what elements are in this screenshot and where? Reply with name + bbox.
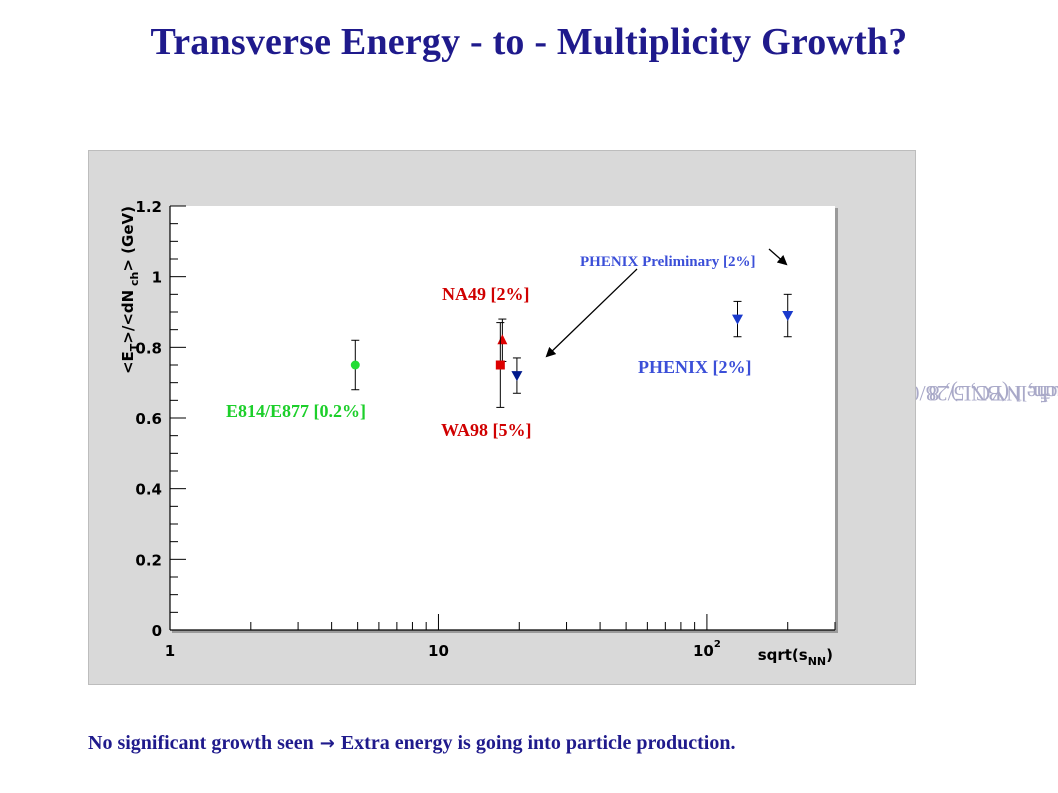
conclusion-part2: Extra energy is going into particle prod… bbox=[340, 732, 736, 754]
point-wa98-5-marker bbox=[495, 360, 505, 370]
point-phenix-preliminary-2-marker bbox=[511, 371, 523, 382]
chart-frame: 0 0.2 0.4 0.6 0.8 1 1.2 1 10 102 sqrt(sNN) <ET>/<dN… bbox=[88, 150, 916, 685]
plot-shadow-right bbox=[835, 208, 838, 633]
y-tick-label: 0.8 bbox=[135, 339, 162, 357]
label-na49-2: NA49 [2%] bbox=[442, 284, 530, 304]
conclusion-text: No significant growth seen → Extra energy … bbox=[88, 732, 988, 755]
point-phenix-2-marker bbox=[782, 311, 794, 322]
arrow-right-icon: → bbox=[319, 733, 335, 754]
y-tick-label: 1 bbox=[152, 269, 162, 287]
plot-area bbox=[170, 206, 835, 630]
label-e814-e877-0-2: E814/E877 [0.2%] bbox=[226, 401, 366, 421]
y-tick-label: 1.2 bbox=[135, 198, 162, 216]
x-tick-label: 10 bbox=[428, 642, 449, 660]
y-tick-label: 0.6 bbox=[135, 410, 162, 428]
arrow-to-phenix bbox=[768, 248, 788, 266]
plot-shadow-bottom bbox=[172, 630, 837, 633]
conclusion-part1: No significant growth seen bbox=[88, 732, 314, 754]
label-phenix-preliminary-2: PHENIX Preliminary [2%] bbox=[580, 254, 756, 270]
slide-title: Transverse Energy - to - Multiplicity Gr… bbox=[150, 21, 908, 63]
arrow-to-phenix-preliminary bbox=[545, 268, 638, 358]
label-wa98-5: WA98 [5%] bbox=[441, 420, 532, 440]
y-axis-title: <ET>/<dN ch> (GeV) bbox=[119, 206, 141, 374]
chart: 0 0.2 0.4 0.6 0.8 1 1.2 1 10 102 sqrt(sNN) <ET>/<dN… bbox=[119, 198, 838, 668]
point-phenix-2-marker bbox=[732, 314, 744, 325]
y-tick-label: 0 bbox=[152, 622, 162, 640]
y-tick-label: 0.2 bbox=[135, 551, 162, 569]
x-axis-title: sqrt(sNN) bbox=[758, 646, 833, 668]
y-tick-label: 0.4 bbox=[135, 481, 162, 499]
label-phenix-2: PHENIX [2%] bbox=[638, 357, 752, 377]
x-tick-label: 102 bbox=[693, 639, 721, 660]
x-tick-label: 1 bbox=[165, 642, 175, 660]
point-e814-e877-0-2-marker bbox=[350, 360, 360, 370]
